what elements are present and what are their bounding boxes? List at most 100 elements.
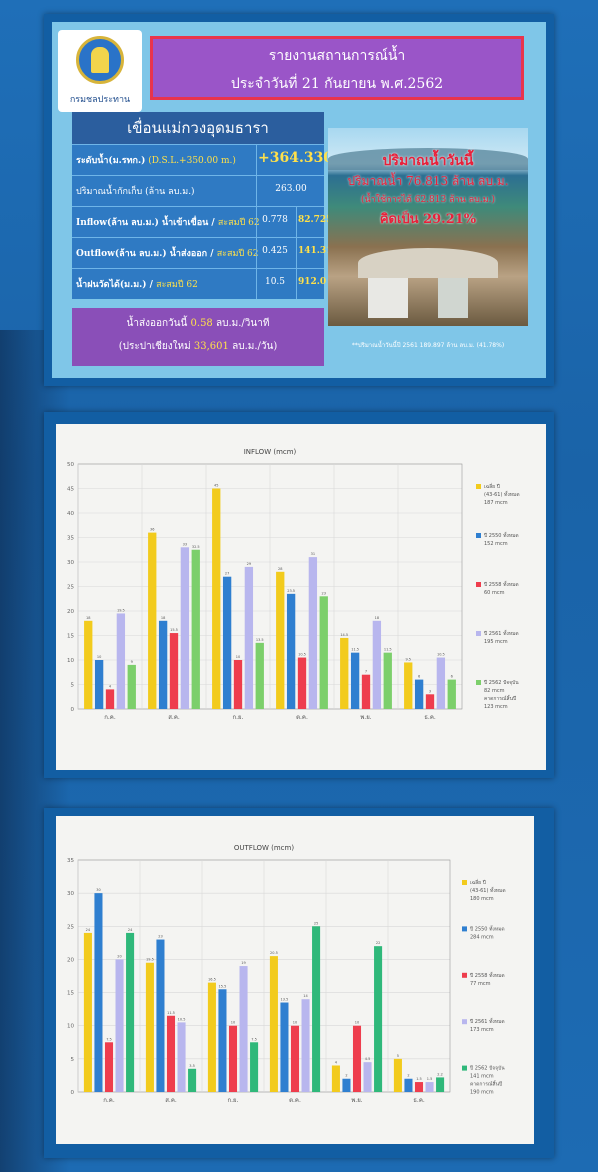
bar-value-label: 10.5 [178, 1017, 186, 1021]
title-line-2: ประจำวันที่ 21 กันยายน พ.ศ.2562 [230, 76, 444, 92]
bar [148, 532, 157, 709]
legend-swatch [462, 926, 467, 932]
bar-value-label: 18 [86, 616, 90, 620]
bar-value-label: 24 [128, 928, 133, 932]
legend-label: 60 mcm [484, 590, 505, 596]
y-tick-label: 30 [67, 891, 74, 897]
bar-value-label: 18 [161, 616, 165, 620]
bar-value-label: 7.5 [106, 1037, 112, 1041]
legend-label: คาดการณ์สิ้นปี [470, 1079, 502, 1088]
row-outflow: Outflow(ล้าน ลบ.ม.) น้ำส่งออก / สะสมปี 6… [72, 237, 339, 268]
category-label: ก.ย. [228, 1097, 239, 1104]
bar [425, 1082, 434, 1092]
bar [436, 1077, 445, 1092]
bar-value-label: 36 [150, 528, 154, 532]
bar-value-label: 19.5 [117, 608, 125, 612]
bar [233, 660, 243, 709]
legend-swatch [476, 533, 481, 538]
bar-value-label: 27 [225, 572, 229, 576]
bar [239, 966, 248, 1092]
row-rainfall: น้ำฝนวัดได้(ม.ม.) / สะสมปี 62 10.5 912.0 [72, 268, 326, 299]
bar-value-label: 3.5 [189, 1064, 195, 1068]
y-tick-label: 35 [67, 536, 74, 542]
bar [276, 571, 285, 709]
bar-value-label: 24 [86, 928, 91, 932]
storage-value: 263.00 [275, 184, 307, 194]
bar [255, 642, 264, 709]
legend-label: ปี 2558 ทั้งหมด [484, 579, 519, 588]
inflow-chart: INFLOW (mcm) 0 5 10 15 20 25 30 35 40 45 50 18 10 4 19.… [67, 448, 520, 721]
bar [308, 557, 318, 709]
outflow-sheet: OUTFLOW (mcm) 0 5 10 15 20 25 30 35 24 30 7.5 20 24 ก.… [56, 816, 534, 1144]
category-label: ส.ค. [168, 714, 180, 721]
bar-value-label: 10 [355, 1021, 359, 1025]
bar-value-label: 32.5 [192, 545, 200, 549]
title-line-1: รายงานสถานการณ์น้ำ [268, 48, 406, 64]
bar [425, 694, 435, 709]
dam-photo: ปริมาณน้ำวันนี้ ปริมาณน้ำ 76.813 ล้าน ลบ… [328, 128, 528, 326]
bar [350, 652, 360, 709]
category-label: ต.ค. [296, 714, 308, 721]
bar-value-label: 14.5 [340, 633, 348, 637]
bar [212, 488, 221, 709]
y-tick-label: 30 [67, 560, 74, 566]
legend-label: ปี 2562 ปัจจุบัน [470, 1065, 506, 1072]
bar-value-label: 2.2 [437, 1072, 443, 1076]
bar-value-label: 23 [322, 591, 326, 595]
category-label: ส.ค. [165, 1097, 177, 1104]
legend-label: คาดการณ์สิ้นปี [484, 693, 516, 702]
water-level-value: +364.330 [258, 150, 334, 166]
bar-value-label: 2 [407, 1074, 409, 1078]
bar [104, 1042, 114, 1092]
y-tick-label: 50 [67, 462, 74, 468]
y-tick-label: 5 [71, 1057, 75, 1063]
chart-title: OUTFLOW (mcm) [234, 844, 294, 852]
legend-label: ปี 2561 ทั้งหมด [484, 628, 519, 637]
bar-value-label: 20.5 [270, 951, 278, 955]
category-label: ก.ค. [104, 714, 116, 721]
inflow-sheet: INFLOW (mcm) 0 5 10 15 20 25 30 35 40 45 50 18 10 4 19.… [56, 424, 546, 770]
bar-value-label: 10 [236, 655, 240, 659]
bar-value-label: 13.5 [281, 998, 289, 1002]
category-label: ก.ย. [233, 714, 244, 721]
bar-value-label: 11.5 [384, 648, 392, 652]
bar-value-label: 6 [418, 675, 420, 679]
y-tick-label: 15 [67, 634, 74, 640]
bar [228, 1025, 238, 1092]
bar-value-label: 10 [97, 655, 101, 659]
y-tick-label: 0 [71, 707, 75, 713]
y-tick-label: 25 [67, 924, 74, 930]
y-tick-label: 25 [67, 585, 74, 591]
photo-percent: คิดเป็น 29.21% [379, 212, 477, 227]
release-box: น้ำส่งออกวันนี้ 0.58 ลบ.ม./วินาที (ประปา… [72, 308, 324, 366]
bar [352, 1025, 362, 1092]
bar-value-label: 7.5 [251, 1037, 257, 1041]
bar [290, 1025, 300, 1092]
y-tick-label: 20 [67, 957, 74, 963]
legend-swatch [462, 972, 467, 978]
photo-footnote: **ปริมาณน้ำวันนี้ปี 2561 189.897 ล้าน ลบ… [351, 342, 505, 349]
bar-value-label: 13.5 [256, 638, 264, 642]
outflow-chart: OUTFLOW (mcm)0510152025303524307.52024ก.… [67, 844, 506, 1104]
bar [280, 1002, 289, 1092]
bar-value-label: 28 [278, 567, 282, 571]
dam-name: เขื่อนแม่กวงอุดมธารา [72, 112, 324, 144]
bar [297, 657, 307, 709]
bar [169, 633, 179, 709]
bar-value-label: 18 [375, 616, 379, 620]
bar-value-label: 1.5 [416, 1077, 422, 1081]
legend-label: 82 mcm [484, 688, 505, 694]
bar-value-label: 19.5 [146, 958, 154, 962]
legend-label: 187 mcm [484, 500, 508, 506]
legend-swatch [462, 1019, 467, 1025]
y-tick-label: 5 [71, 683, 75, 689]
y-tick-label: 15 [67, 991, 74, 997]
legend-label: 123 mcm [484, 704, 508, 710]
row-water-level: ระดับน้ำ(ม.รทก.) (D.S.L.+350.00 m.) +364… [72, 144, 334, 175]
logo: กรมชลประทาน [58, 30, 142, 112]
bar [177, 1022, 186, 1092]
bar [436, 657, 446, 709]
report-title: รายงานสถานการณ์น้ำ ประจำวันที่ 21 กันยาย… [150, 36, 524, 100]
bar [166, 1015, 176, 1092]
category-label: ก.ค. [103, 1097, 115, 1104]
